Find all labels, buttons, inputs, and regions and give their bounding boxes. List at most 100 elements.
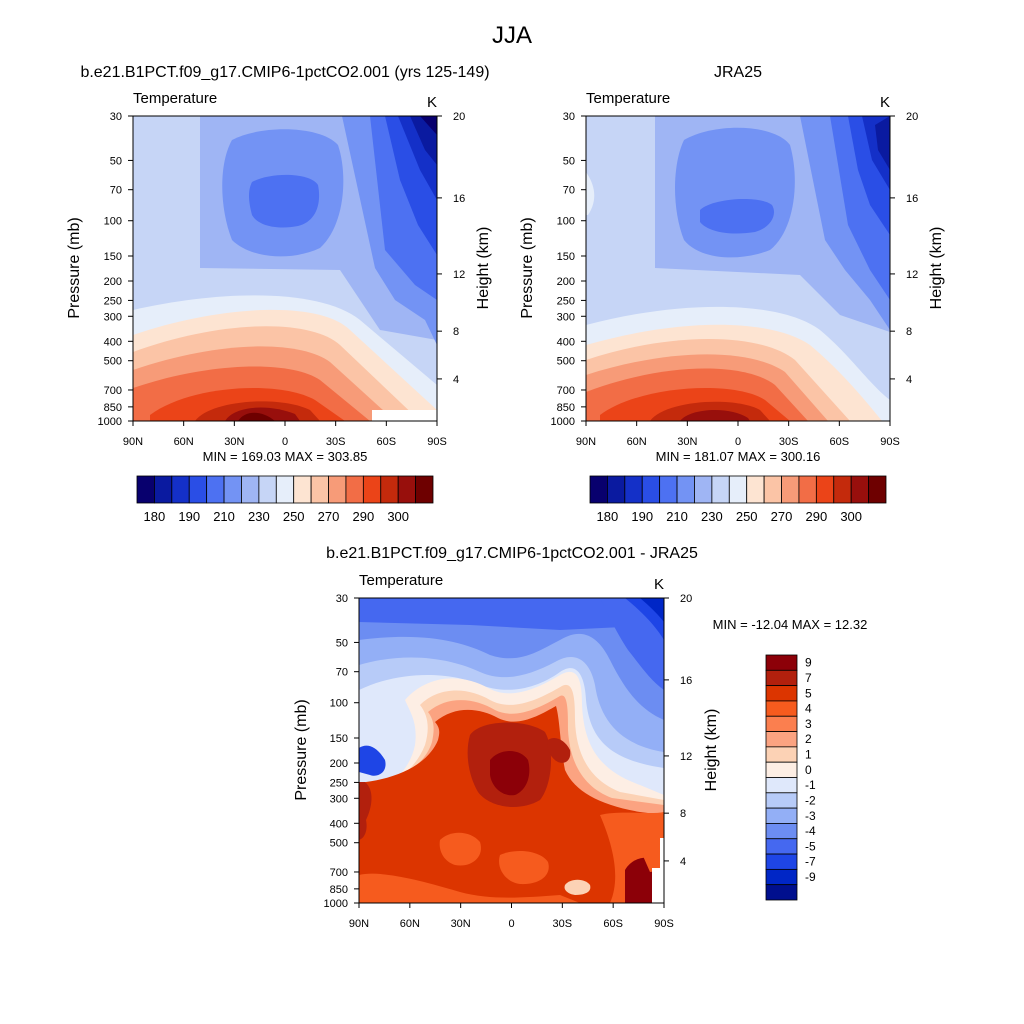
x-tick-label: 60S bbox=[603, 918, 623, 930]
x-tick-label: 60S bbox=[830, 436, 850, 448]
colorbar-swatch bbox=[362, 475, 382, 504]
y-tick-label: 500 bbox=[557, 356, 575, 368]
colorbar-label: 270 bbox=[771, 509, 793, 524]
y-tick-label: 50 bbox=[563, 155, 575, 167]
panel-model: b.e21.B1PCT.f09_g17.CMIP6-1pctCO2.001 (y… bbox=[66, 64, 492, 524]
y-tick-label: 850 bbox=[557, 402, 575, 414]
colorbar-label: 0 bbox=[805, 763, 812, 777]
colorbar-swatch bbox=[765, 715, 798, 732]
colorbar-label: 210 bbox=[213, 509, 235, 524]
colorbar-label: -1 bbox=[805, 778, 816, 792]
panel-obs-stats: MIN = 181.07 MAX = 300.16 bbox=[656, 449, 821, 464]
panel-model-contours bbox=[133, 116, 437, 421]
panel-obs-left-label: Temperature bbox=[586, 90, 670, 107]
y2-tick-label: 16 bbox=[453, 193, 465, 205]
colorbar-swatch bbox=[765, 792, 798, 809]
panel-model-left-label: Temperature bbox=[133, 90, 217, 107]
colorbar-swatch bbox=[746, 475, 765, 504]
colorbar-label: 230 bbox=[248, 509, 270, 524]
colorbar-swatch bbox=[765, 654, 798, 671]
colorbar-swatch bbox=[258, 475, 277, 504]
panel-obs-unit-label: K bbox=[880, 94, 890, 111]
colorbar-swatch bbox=[798, 475, 817, 504]
panel-model-stats: MIN = 169.03 MAX = 303.85 bbox=[203, 449, 368, 464]
y-tick-label: 50 bbox=[336, 637, 348, 649]
y2-tick-label: 4 bbox=[906, 374, 912, 386]
y-tick-label: 100 bbox=[557, 216, 575, 228]
colorbar-swatch bbox=[328, 475, 347, 504]
y-tick-label: 200 bbox=[330, 758, 348, 770]
colorbar-label: -3 bbox=[805, 809, 816, 823]
colorbar-swatch bbox=[659, 475, 678, 504]
colorbar-swatch bbox=[833, 475, 852, 504]
colorbar-swatch bbox=[624, 475, 643, 504]
panel-model-title: b.e21.B1PCT.f09_g17.CMIP6-1pctCO2.001 (y… bbox=[80, 64, 489, 81]
colorbar-label: -7 bbox=[805, 855, 816, 869]
colorbar-label: -9 bbox=[805, 870, 816, 884]
panel-diff-left-label: Temperature bbox=[359, 572, 443, 589]
colorbar-swatch bbox=[275, 475, 295, 504]
colorbar-swatch bbox=[711, 475, 730, 504]
panel-obs-title: JRA25 bbox=[714, 64, 762, 81]
panel-diff-ylabel: Pressure (mb) bbox=[293, 699, 310, 800]
y2-tick-label: 12 bbox=[453, 269, 465, 281]
panel-diff-contours bbox=[359, 598, 664, 903]
y-tick-label: 1000 bbox=[324, 898, 348, 910]
colorbar-swatch bbox=[293, 475, 312, 504]
y2-tick-label: 8 bbox=[906, 326, 912, 338]
y-tick-label: 50 bbox=[110, 155, 122, 167]
colorbar-label: 300 bbox=[840, 509, 862, 524]
y-tick-label: 400 bbox=[557, 336, 575, 348]
colorbar-label: 290 bbox=[353, 509, 375, 524]
x-tick-label: 30S bbox=[779, 436, 799, 448]
y-tick-label: 1000 bbox=[98, 416, 122, 428]
colorbar-swatch bbox=[850, 475, 869, 504]
colorbar-swatch bbox=[206, 475, 225, 504]
x-tick-label: 60N bbox=[627, 436, 647, 448]
x-tick-label: 90S bbox=[427, 436, 447, 448]
colorbar-label: 4 bbox=[805, 702, 812, 716]
colorbar-swatch bbox=[765, 853, 798, 870]
y-tick-label: 30 bbox=[110, 111, 122, 123]
panel-obs: JRA25 Temperature K Pressure (mb) Height… bbox=[519, 64, 945, 524]
y2-tick-label: 20 bbox=[453, 111, 465, 123]
x-tick-label: 60N bbox=[174, 436, 194, 448]
colorbar-swatch bbox=[765, 777, 798, 794]
panel-model-ylabel: Pressure (mb) bbox=[66, 217, 83, 318]
y-tick-label: 500 bbox=[104, 356, 122, 368]
figure-title: JJA bbox=[492, 22, 532, 49]
y-tick-label: 300 bbox=[330, 793, 348, 805]
y-tick-label: 400 bbox=[104, 336, 122, 348]
colorbar-label: 210 bbox=[666, 509, 688, 524]
colorbar-label: 250 bbox=[283, 509, 305, 524]
colorbar-swatch bbox=[676, 475, 695, 504]
y2-tick-label: 4 bbox=[680, 856, 686, 868]
panel-diff-unit-label: K bbox=[654, 576, 664, 593]
panel-model-y2label: Height (km) bbox=[475, 227, 492, 310]
y2-tick-label: 20 bbox=[680, 593, 692, 605]
colorbar-swatch bbox=[241, 475, 260, 504]
y-tick-label: 100 bbox=[330, 698, 348, 710]
y-tick-label: 850 bbox=[104, 402, 122, 414]
colorbar-swatch bbox=[763, 475, 782, 504]
x-tick-label: 60N bbox=[400, 918, 420, 930]
colorbar-label: 290 bbox=[806, 509, 828, 524]
colorbar-swatch bbox=[781, 475, 800, 504]
colorbar-swatch bbox=[765, 669, 798, 687]
panel-obs-ylabel: Pressure (mb) bbox=[519, 217, 536, 318]
colorbar-swatch bbox=[765, 761, 798, 778]
colorbar-swatch bbox=[765, 884, 798, 901]
colorbar-swatch bbox=[765, 868, 798, 886]
colorbar-swatch bbox=[765, 746, 798, 763]
colorbar-swatch bbox=[380, 475, 399, 504]
panel-diff: b.e21.B1PCT.f09_g17.CMIP6-1pctCO2.001 - … bbox=[293, 545, 867, 930]
x-tick-label: 0 bbox=[508, 918, 514, 930]
colorbar-swatch bbox=[415, 475, 434, 504]
panel-diff-title: b.e21.B1PCT.f09_g17.CMIP6-1pctCO2.001 - … bbox=[326, 545, 698, 562]
colorbar-swatch bbox=[765, 685, 798, 702]
y-tick-label: 200 bbox=[557, 276, 575, 288]
x-tick-label: 30S bbox=[553, 918, 573, 930]
colorbar-swatch bbox=[641, 475, 661, 504]
colorbar-swatch bbox=[765, 838, 798, 855]
y-tick-label: 30 bbox=[336, 593, 348, 605]
